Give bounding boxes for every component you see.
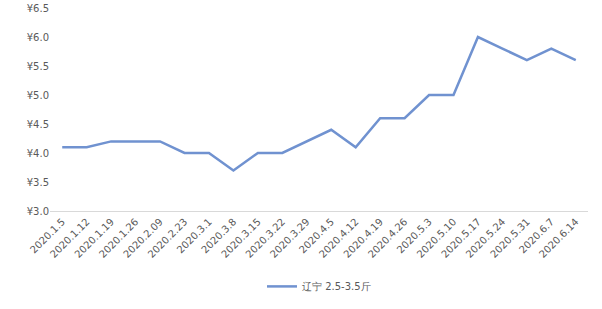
- svg-text:2020.1.5: 2020.1.5: [28, 216, 67, 255]
- svg-text:¥6.5: ¥6.5: [27, 3, 49, 14]
- svg-text:2020.5.17: 2020.5.17: [439, 216, 483, 260]
- svg-text:2020.3.8: 2020.3.8: [199, 216, 238, 255]
- svg-text:2020.2.09: 2020.2.09: [121, 216, 165, 260]
- svg-text:2020.5.10: 2020.5.10: [415, 216, 459, 260]
- svg-text:2020.6.7: 2020.6.7: [517, 216, 556, 255]
- svg-text:2020.3.1: 2020.3.1: [175, 216, 214, 255]
- svg-text:2020.2.23: 2020.2.23: [146, 216, 190, 260]
- svg-text:¥4.5: ¥4.5: [27, 119, 49, 130]
- svg-text:2020.4.19: 2020.4.19: [341, 216, 385, 260]
- svg-text:¥5.5: ¥5.5: [27, 61, 49, 72]
- svg-text:2020.5.31: 2020.5.31: [488, 216, 532, 260]
- svg-text:2020.3.15: 2020.3.15: [219, 216, 263, 260]
- svg-text:2020.1.12: 2020.1.12: [48, 216, 92, 260]
- svg-text:2020.5.24: 2020.5.24: [464, 216, 508, 260]
- svg-text:¥4.0: ¥4.0: [27, 148, 49, 159]
- svg-text:2020.6.14: 2020.6.14: [537, 216, 581, 260]
- svg-text:¥6.0: ¥6.0: [27, 32, 49, 43]
- svg-text:2020.1.19: 2020.1.19: [72, 216, 116, 260]
- svg-text:¥5.0: ¥5.0: [27, 90, 49, 101]
- svg-text:2020.5.3: 2020.5.3: [395, 216, 434, 255]
- svg-text:2020.4.12: 2020.4.12: [317, 216, 361, 260]
- svg-text:2020.3.29: 2020.3.29: [268, 216, 312, 260]
- svg-text:2020.4.5: 2020.4.5: [297, 216, 336, 255]
- svg-text:2020.3.22: 2020.3.22: [243, 216, 287, 260]
- svg-text:¥3.5: ¥3.5: [27, 177, 49, 188]
- svg-text:辽宁 2.5-3.5斤: 辽宁 2.5-3.5斤: [302, 281, 371, 292]
- svg-text:2020.4.26: 2020.4.26: [366, 216, 410, 260]
- svg-text:¥3.0: ¥3.0: [27, 206, 49, 217]
- svg-text:2020.1.26: 2020.1.26: [97, 216, 141, 260]
